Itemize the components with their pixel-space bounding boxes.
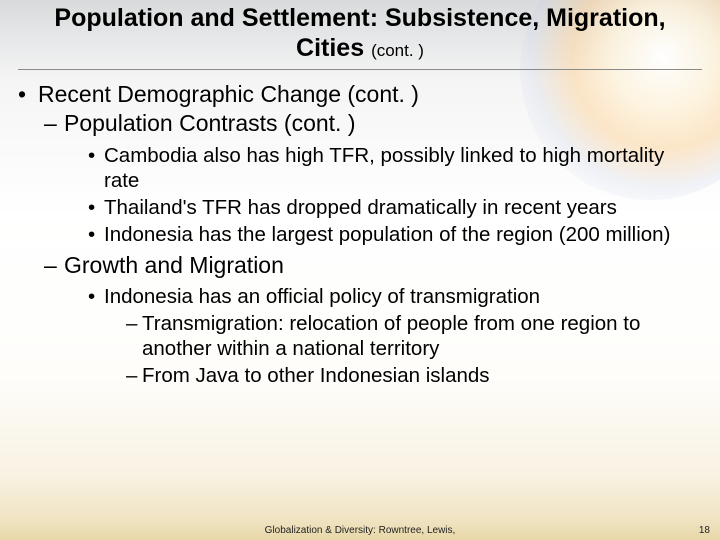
bullet-text: Cambodia also has high TFR, possibly lin… (104, 144, 664, 192)
bullet-text: Indonesia has the largest population of … (104, 223, 670, 246)
list-item: Indonesia has an official policy of tran… (88, 284, 702, 388)
list-item: Transmigration: relocation of people fro… (126, 311, 702, 361)
page-number: 18 (699, 525, 710, 536)
slide-title: Population and Settlement: Subsistence, … (40, 4, 680, 63)
bullet-text: Population Contrasts (cont. ) (64, 110, 355, 136)
bullet-text: From Java to other Indonesian islands (142, 364, 490, 387)
bullet-list-level3: Indonesia has an official policy of tran… (88, 284, 702, 388)
list-item: Indonesia has the largest population of … (88, 222, 702, 247)
bullet-text: Growth and Migration (64, 252, 284, 278)
list-item: Population Contrasts (cont. ) Cambodia a… (44, 109, 702, 246)
slide: Population and Settlement: Subsistence, … (0, 0, 720, 540)
bullet-text: Indonesia has an official policy of tran… (104, 285, 540, 308)
bullet-text: Transmigration: relocation of people fro… (142, 312, 640, 360)
list-item: Growth and Migration Indonesia has an of… (44, 251, 702, 388)
list-item: Thailand's TFR has dropped dramatically … (88, 195, 702, 220)
list-item: Recent Demographic Change (cont. ) Popul… (18, 80, 702, 388)
bullet-list-level1: Recent Demographic Change (cont. ) Popul… (18, 80, 702, 388)
title-main: Population and Settlement: Subsistence, … (54, 4, 665, 62)
list-item: Cambodia also has high TFR, possibly lin… (88, 143, 702, 193)
bullet-list-level4: Transmigration: relocation of people fro… (126, 311, 702, 388)
list-item: From Java to other Indonesian islands (126, 363, 702, 388)
title-divider (18, 69, 702, 70)
slide-footer: Globalization & Diversity: Rowntree, Lew… (0, 525, 720, 536)
title-cont: (cont. ) (371, 41, 424, 60)
bullet-list-level3: Cambodia also has high TFR, possibly lin… (88, 143, 702, 247)
bullet-text: Thailand's TFR has dropped dramatically … (104, 196, 617, 219)
bullet-list-level2: Population Contrasts (cont. ) Cambodia a… (44, 109, 702, 388)
bullet-text: Recent Demographic Change (cont. ) (38, 81, 419, 107)
